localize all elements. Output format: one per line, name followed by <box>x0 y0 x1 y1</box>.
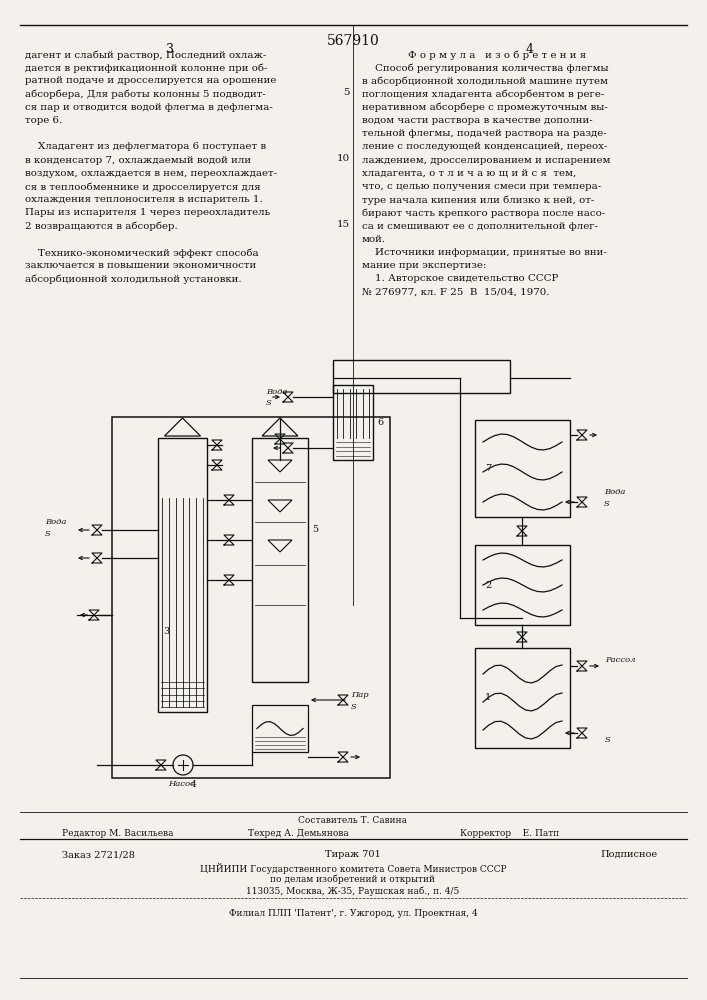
Text: воздухом, охлаждается в нем, переохлаждает-: воздухом, охлаждается в нем, переохлажда… <box>25 169 277 178</box>
Text: ЦНЙИПИ Государственного комитета Совета Министров СССР: ЦНЙИПИ Государственного комитета Совета … <box>199 863 506 874</box>
Text: S: S <box>605 736 611 744</box>
Text: 3: 3 <box>163 628 169 637</box>
Text: Хладагент из дефлегматора 6 поступает в: Хладагент из дефлегматора 6 поступает в <box>25 142 266 151</box>
Text: хладагента, о т л и ч а ю щ и й с я  тем,: хладагента, о т л и ч а ю щ и й с я тем, <box>362 169 576 178</box>
Text: № 276977, кл. F 25  В  15/04, 1970.: № 276977, кл. F 25 В 15/04, 1970. <box>362 288 549 297</box>
Text: бирают часть крепкого раствора после насо-: бирают часть крепкого раствора после нас… <box>362 208 605 218</box>
Text: 3: 3 <box>166 43 174 56</box>
Text: S: S <box>351 703 357 711</box>
Text: дагент и слабый раствор, Последний охлаж-: дагент и слабый раствор, Последний охлаж… <box>25 50 267 60</box>
Text: Филиал ПЛП 'Патент', г. Ужгород, ул. Проектная, 4: Филиал ПЛП 'Патент', г. Ужгород, ул. Про… <box>228 909 477 918</box>
Text: поглощения хладагента абсорбентом в реге-: поглощения хладагента абсорбентом в реге… <box>362 90 604 99</box>
Bar <box>475 648 570 748</box>
Text: по делам изобретений и открытий: по делам изобретений и открытий <box>271 875 436 884</box>
Text: ся пар и отводится водой флегма в дефлегма-: ся пар и отводится водой флегма в дефлег… <box>25 103 273 112</box>
Text: Подписное: Подписное <box>600 850 657 859</box>
Text: Ф о р м у л а   и з о б р е т е н и я: Ф о р м у л а и з о б р е т е н и я <box>408 50 586 60</box>
Text: Технико-экономический эффект способа: Технико-экономический эффект способа <box>25 248 259 257</box>
Text: в абсорбционной холодильной машине путем: в абсорбционной холодильной машине путем <box>362 76 608 86</box>
Text: S: S <box>45 530 51 538</box>
Text: мой.: мой. <box>362 235 386 244</box>
Text: Вода: Вода <box>266 388 287 396</box>
Text: тельной флегмы, подачей раствора на разде-: тельной флегмы, подачей раствора на разд… <box>362 129 607 138</box>
Text: неративном абсорбере с промежуточным вы-: неративном абсорбере с промежуточным вы- <box>362 103 608 112</box>
Text: абсорбера, Для работы колонны 5 подводит-: абсорбера, Для работы колонны 5 подводит… <box>25 90 266 99</box>
Text: водом части раствора в качестве дополни-: водом части раствора в качестве дополни- <box>362 116 592 125</box>
Text: Пар: Пар <box>351 691 368 699</box>
Text: Техред А. Демьянова: Техред А. Демьянова <box>248 829 349 838</box>
Text: заключается в повышении экономичности: заключается в повышении экономичности <box>25 261 256 270</box>
Text: 10: 10 <box>337 154 350 163</box>
Text: туре начала кипения или близко к ней, от-: туре начала кипения или близко к ней, от… <box>362 195 595 205</box>
Text: 6: 6 <box>377 418 383 427</box>
Text: мание при экспертизе:: мание при экспертизе: <box>362 261 486 270</box>
Text: 15: 15 <box>337 220 350 229</box>
Text: Пары из испарителя 1 через переохладитель: Пары из испарителя 1 через переохладител… <box>25 208 270 217</box>
Bar <box>333 385 373 460</box>
Text: абсорбционной холодильной установки.: абсорбционной холодильной установки. <box>25 274 242 284</box>
Text: Насос: Насос <box>168 780 194 788</box>
Bar <box>333 360 510 393</box>
Text: торе 6.: торе 6. <box>25 116 62 125</box>
Text: 4: 4 <box>191 780 197 789</box>
Text: лаждением, дросселированием и испарением: лаждением, дросселированием и испарением <box>362 156 611 165</box>
Text: что, с целью получения смеси при темпера-: что, с целью получения смеси при темпера… <box>362 182 601 191</box>
Text: S: S <box>266 399 271 407</box>
Text: 2 возвращаются в абсорбер.: 2 возвращаются в абсорбер. <box>25 222 177 231</box>
Text: 2: 2 <box>485 580 491 589</box>
Text: 5: 5 <box>312 526 318 534</box>
Text: ратной подаче и дросселируется на орошение: ратной подаче и дросселируется на орошен… <box>25 76 276 85</box>
Text: Способ регулирования количества флегмы: Способ регулирования количества флегмы <box>362 63 609 73</box>
Bar <box>112 417 390 778</box>
Bar <box>252 705 308 752</box>
Text: дается в ректификационной колонне при об-: дается в ректификационной колонне при об… <box>25 63 267 73</box>
Text: охлаждения теплоносителя в испаритель 1.: охлаждения теплоносителя в испаритель 1. <box>25 195 263 204</box>
Text: Редактор М. Васильева: Редактор М. Васильева <box>62 829 173 838</box>
Text: 567910: 567910 <box>327 34 380 48</box>
Text: 113035, Москва, Ж-35, Раушская наб., п. 4/5: 113035, Москва, Ж-35, Раушская наб., п. … <box>246 887 460 896</box>
Bar <box>158 438 207 712</box>
Text: S: S <box>604 500 609 508</box>
Text: ление с последующей конденсацией, переох-: ление с последующей конденсацией, переох… <box>362 142 607 151</box>
Text: Рассол: Рассол <box>605 656 636 664</box>
Text: в конденсатор 7, охлаждаемый водой или: в конденсатор 7, охлаждаемый водой или <box>25 156 251 165</box>
Text: 4: 4 <box>526 43 534 56</box>
Text: Заказ 2721/28: Заказ 2721/28 <box>62 850 135 859</box>
Text: Тираж 701: Тираж 701 <box>325 850 381 859</box>
Text: 1. Авторское свидетельство СССР: 1. Авторское свидетельство СССР <box>362 274 559 283</box>
Bar <box>252 438 308 682</box>
Text: 7: 7 <box>485 464 491 473</box>
Text: 5: 5 <box>344 88 350 97</box>
Text: са и смешивают ее с дополнительной флег-: са и смешивают ее с дополнительной флег- <box>362 222 598 231</box>
Text: Вода: Вода <box>45 518 66 526</box>
Text: Источники информации, принятые во вни-: Источники информации, принятые во вни- <box>362 248 607 257</box>
Text: Вода: Вода <box>604 488 626 496</box>
Bar <box>475 545 570 625</box>
Bar <box>475 420 570 517</box>
Text: 1: 1 <box>485 694 491 702</box>
Text: ся в теплообменнике и дросселируется для: ся в теплообменнике и дросселируется для <box>25 182 261 192</box>
Text: Корректор    Е. Патп: Корректор Е. Патп <box>460 829 559 838</box>
Text: Составитель Т. Савина: Составитель Т. Савина <box>298 816 407 825</box>
